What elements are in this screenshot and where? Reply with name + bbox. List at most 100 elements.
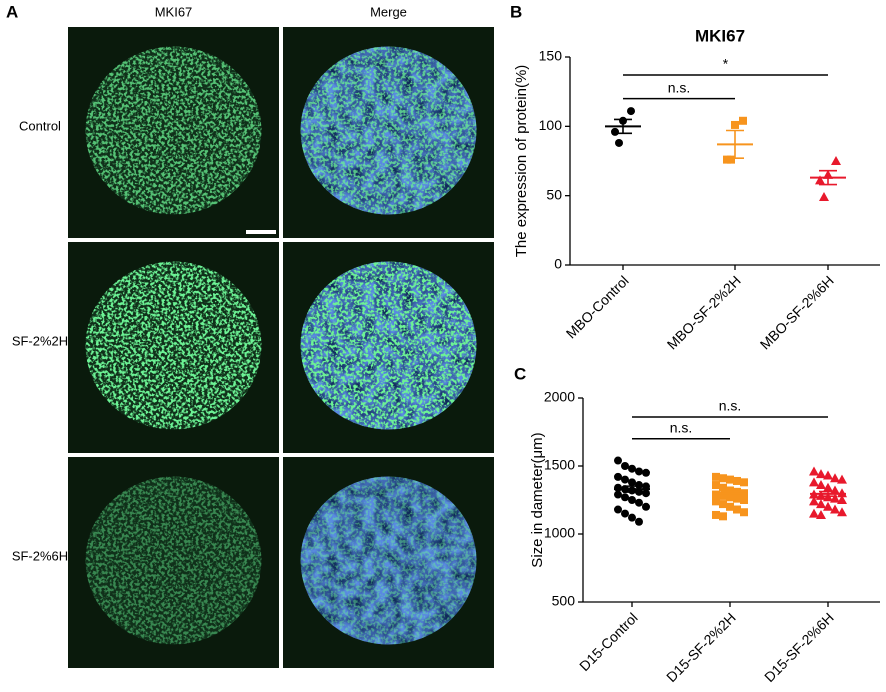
data-point (837, 488, 847, 498)
column-label: Merge (370, 4, 407, 19)
data-point (621, 462, 629, 470)
data-point (816, 499, 826, 509)
data-point (816, 480, 826, 490)
data-point (635, 467, 643, 476)
data-point (816, 469, 826, 479)
data-point (739, 116, 747, 125)
data-point (642, 502, 650, 511)
error-bar (614, 118, 632, 135)
error-bar (819, 169, 837, 186)
data-point (727, 155, 735, 164)
micrograph (283, 242, 494, 453)
row-label: SF-2%2H (12, 333, 68, 348)
y-axis-label: Size in dameter(μm) (529, 432, 546, 567)
data-point (635, 481, 643, 490)
x-tick-label: MBO-SF-2%6H (757, 272, 837, 352)
data-point (726, 475, 734, 484)
panel-label: A (6, 2, 18, 21)
data-point (719, 483, 727, 492)
y-tick-label: 1500 (544, 457, 575, 473)
data-point (823, 501, 833, 511)
ki67-signal (85, 46, 262, 215)
data-point (823, 470, 833, 480)
data-point (819, 192, 829, 202)
ki67-signal (85, 476, 262, 645)
data-point (628, 478, 636, 487)
data-point (614, 472, 622, 481)
data-point (712, 497, 720, 506)
chart-title: MKI67 (695, 26, 745, 45)
organoid (85, 476, 262, 645)
ki67-signal (85, 261, 262, 430)
ki67-signal (300, 261, 477, 430)
data-point (837, 495, 847, 504)
x-tick-label: D15-Control (576, 609, 641, 674)
y-tick-label: 500 (552, 593, 576, 609)
y-axis-label: The expression of protein(%) (513, 65, 530, 258)
data-point (837, 507, 847, 517)
data-point (831, 156, 841, 165)
data-point (726, 493, 734, 502)
organoid (300, 46, 477, 215)
micrograph (68, 457, 279, 668)
organoid (300, 476, 477, 645)
data-point (815, 175, 825, 185)
significance-label: n.s. (668, 79, 691, 95)
column-label: MKI67 (155, 4, 193, 19)
data-point (614, 505, 622, 514)
data-point (635, 498, 643, 507)
micrograph (283, 457, 494, 668)
data-point (809, 508, 819, 518)
data-point (733, 476, 741, 485)
organoid (85, 261, 262, 430)
data-point (712, 472, 720, 481)
error-bar (726, 129, 744, 160)
micrograph (68, 27, 279, 238)
panel-label: C (514, 364, 526, 383)
panel-label: B (510, 2, 522, 21)
data-point (642, 468, 650, 477)
data-point (731, 120, 739, 129)
data-point (823, 482, 833, 492)
error-bar (623, 485, 641, 493)
data-point (719, 512, 727, 521)
data-point (712, 510, 720, 519)
data-point (712, 481, 720, 490)
y-tick-label: 150 (539, 48, 563, 64)
data-point (740, 478, 748, 487)
x-tick-label: MBO-Control (563, 272, 632, 341)
data-point (635, 517, 643, 526)
data-point (733, 494, 741, 503)
data-point (628, 464, 636, 473)
data-point (611, 127, 619, 136)
y-tick-label: 2000 (544, 389, 575, 405)
x-tick-label: MBO-SF-2%2H (664, 272, 744, 352)
data-point (614, 456, 622, 465)
data-point (809, 496, 819, 506)
data-point (628, 496, 636, 504)
data-point (719, 500, 727, 509)
data-point (628, 513, 636, 522)
error-bar (819, 490, 837, 497)
ki67-signal (300, 476, 477, 645)
data-point (830, 504, 840, 514)
data-point (830, 493, 840, 503)
row-label: SF-2%6H (12, 548, 68, 563)
data-point (719, 474, 727, 483)
data-point (621, 509, 629, 518)
data-point (615, 138, 623, 147)
significance-label: n.s. (719, 398, 742, 414)
data-point (642, 489, 650, 498)
data-point (627, 107, 635, 116)
y-tick-label: 100 (539, 117, 563, 133)
x-tick-label: D15-SF-2%2H (663, 609, 739, 685)
organoid (85, 46, 262, 215)
data-point (837, 474, 847, 484)
organoid (300, 261, 477, 430)
data-point (809, 477, 819, 487)
data-point (816, 509, 826, 519)
data-point (726, 502, 734, 511)
data-point (733, 505, 741, 514)
micrograph (283, 27, 494, 238)
